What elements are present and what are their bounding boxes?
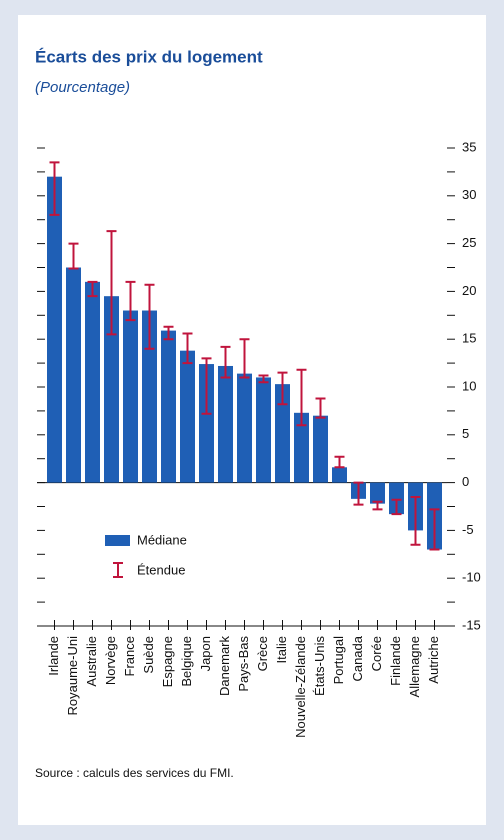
x-tick-label: France xyxy=(122,636,137,676)
bar xyxy=(370,482,385,504)
y-tick-label: 15 xyxy=(462,331,476,346)
error-bar xyxy=(68,242,79,270)
legend-label: Étendue xyxy=(137,562,185,577)
x-tick-label: Pays-Bas xyxy=(236,636,251,692)
error-bar xyxy=(239,338,250,379)
bar xyxy=(218,365,233,483)
x-tick-label: Norvège xyxy=(103,636,118,685)
y-tick-label: 20 xyxy=(462,283,476,298)
x-tick-label: Grèce xyxy=(255,636,270,671)
source: Source : calculs des services du FMI. xyxy=(35,766,234,780)
bar xyxy=(104,296,119,483)
bar xyxy=(313,415,328,483)
y-tick-label: 10 xyxy=(462,378,476,393)
y-tick-label: -15 xyxy=(462,617,481,632)
bar xyxy=(294,412,309,483)
error-bar xyxy=(163,325,174,341)
error-bar xyxy=(334,455,345,469)
error-bar xyxy=(106,230,117,336)
x-tick-label: Danemark xyxy=(217,636,232,696)
bar xyxy=(275,384,290,483)
bar xyxy=(142,310,157,483)
bar xyxy=(123,310,138,483)
error-bar xyxy=(182,332,193,365)
x-tick-label: Espagne xyxy=(160,636,175,687)
error-bar xyxy=(87,280,98,298)
x-tick-label: États-Unis xyxy=(312,636,327,696)
bar xyxy=(66,267,81,483)
chart-title: Écarts des prix du logement xyxy=(35,47,263,66)
x-tick-label: Italie xyxy=(274,636,289,663)
x-tick-label: Corée xyxy=(369,636,384,671)
error-bar xyxy=(277,371,288,406)
y-tick-label: 30 xyxy=(462,187,476,202)
error-bar xyxy=(201,357,212,415)
bar xyxy=(199,364,214,483)
legend-swatch xyxy=(105,535,130,546)
bar xyxy=(161,330,176,483)
y-tick-label: -10 xyxy=(462,570,481,585)
x-tick-label: Irlande xyxy=(46,636,61,676)
y-tick-label: -5 xyxy=(462,522,474,537)
error-bar xyxy=(372,500,383,511)
error-bar xyxy=(296,368,307,427)
x-tick-label: Finlande xyxy=(388,636,403,686)
error-bar xyxy=(144,283,155,350)
bar xyxy=(256,377,271,483)
error-bar xyxy=(125,280,136,322)
bar xyxy=(389,482,404,515)
bar xyxy=(85,281,100,483)
x-tick-label: Portugal xyxy=(331,636,346,685)
legend-swatch xyxy=(113,562,123,578)
x-tick-label: Royaume-Uni xyxy=(65,636,80,716)
x-tick-label: Autriche xyxy=(426,636,441,684)
bar xyxy=(180,350,195,483)
x-tick-label: Suède xyxy=(141,636,156,674)
error-bar xyxy=(49,161,60,216)
y-tick-label: 5 xyxy=(462,426,469,441)
chart-subtitle: (Pourcentage) xyxy=(35,79,130,96)
legend-label: Médiane xyxy=(137,532,187,547)
x-tick-label: Canada xyxy=(350,635,365,681)
error-bar xyxy=(410,495,421,546)
error-bar xyxy=(353,481,364,506)
bar xyxy=(332,467,347,483)
y-tick-label: 25 xyxy=(462,235,476,250)
error-bar xyxy=(429,508,440,551)
error-bar xyxy=(315,397,326,419)
bar xyxy=(47,176,62,483)
x-tick-label: Japon xyxy=(198,636,213,671)
x-tick-label: Australie xyxy=(84,636,99,687)
x-tick-label: Allemagne xyxy=(407,636,422,697)
error-bar xyxy=(391,498,402,516)
y-tick-label: 0 xyxy=(462,474,469,489)
x-tick-label: Belgique xyxy=(179,636,194,687)
x-tick-label: Nouvelle-Zélande xyxy=(293,636,308,738)
bar xyxy=(237,373,252,483)
error-bar xyxy=(220,345,231,379)
y-tick-label: 35 xyxy=(462,139,476,154)
error-bar xyxy=(258,374,269,384)
